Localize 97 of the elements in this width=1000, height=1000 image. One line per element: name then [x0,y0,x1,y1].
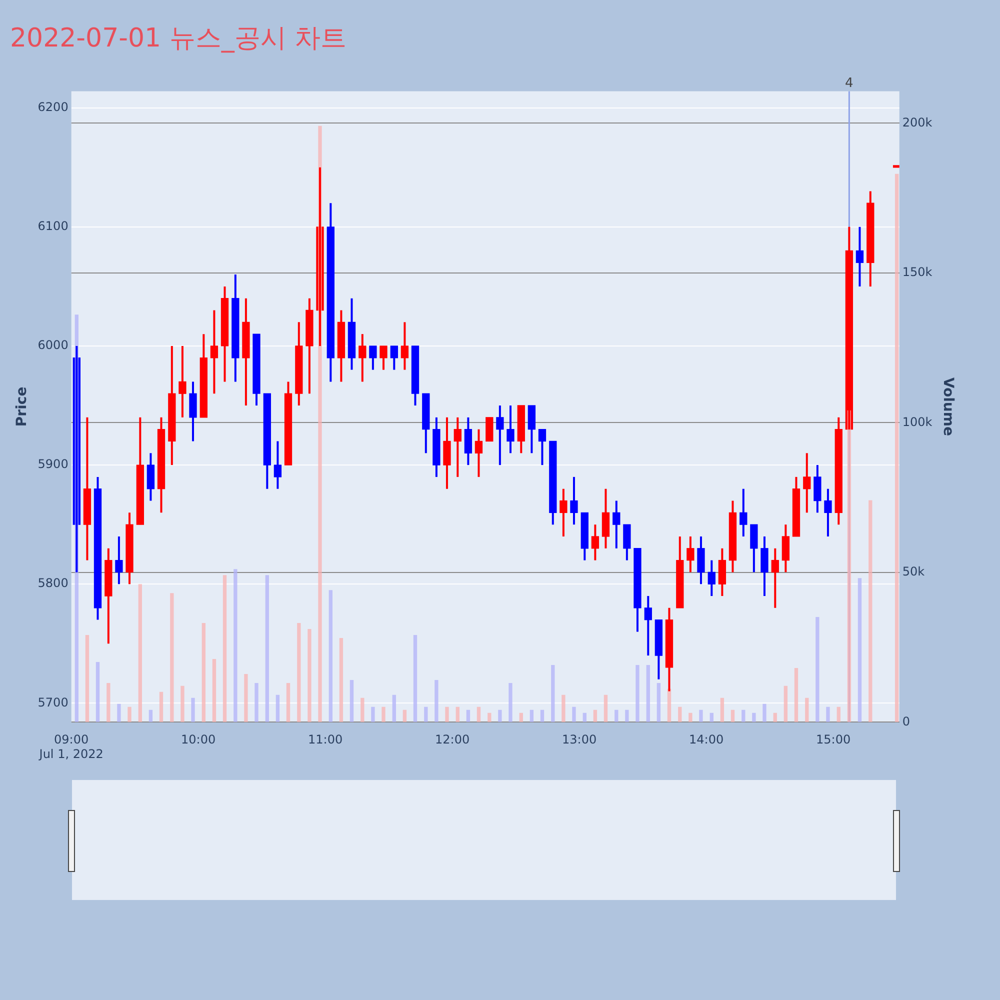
bar [805,698,809,722]
bar [286,682,290,722]
bar [392,694,396,722]
bar [688,712,692,722]
y-tick-label: 6100 [38,219,68,234]
bar [826,706,830,722]
bar [894,174,899,722]
x-tick-label: 12:00 [435,732,470,747]
bar [636,664,640,722]
bar [339,638,344,722]
bar [308,629,312,722]
bar [730,710,735,722]
bar [868,500,872,722]
bar [816,617,820,722]
bar [106,682,110,722]
x-tick-label: 09:00 Jul 1, 2022 [38,732,104,761]
bar [434,680,438,722]
bar [254,682,258,722]
bar [212,658,216,722]
bar [456,706,460,722]
bar [572,706,576,722]
bar [752,712,756,722]
bar [180,686,184,722]
bar [656,682,661,722]
bar [360,698,364,722]
bar [604,694,608,722]
bar [498,710,502,722]
bar [413,635,418,722]
candlestick [486,416,494,442]
bar [508,682,512,722]
chart-title: 2022-07-01 뉴스_공시 차트 [10,23,347,54]
bar [222,575,227,722]
y-tick-label: 5800 [38,576,68,590]
x-tick-label: 14:00 [689,732,724,747]
bar [678,706,682,722]
bar [191,698,195,722]
bar [742,710,746,722]
bar [530,710,534,722]
bar [128,706,132,722]
bar [488,712,492,722]
bar [476,706,481,722]
bar [614,710,618,722]
bar [138,584,142,722]
bar [371,706,375,722]
y-tick-label: 6000 [38,338,68,352]
y-tick-label: 6200 [38,100,68,114]
bar [276,694,280,722]
bar [297,623,301,722]
y2-tick-label: 100k [902,414,932,429]
bar [646,664,650,722]
bar [350,680,354,722]
bar [244,674,248,722]
bar [720,698,724,722]
bar [540,710,544,722]
x-tick-label: 11:00 [308,732,343,747]
bar [784,686,788,722]
bar [836,706,840,722]
bar [667,688,672,722]
bar [85,635,90,722]
bar [582,712,586,722]
bar [773,712,777,722]
bar [762,704,766,722]
y-tick-label: 5900 [38,457,68,472]
bar [117,704,121,722]
y2-axis-title: Volume [940,377,956,436]
bar [593,710,598,722]
bar [794,668,798,722]
y-tick-label: 5700 [38,695,68,710]
bar [466,710,470,722]
bar [445,706,449,722]
y2-tick-label: 50k [902,564,925,579]
bar [234,569,238,722]
bar [202,623,206,722]
bar [562,694,566,722]
bar [424,706,428,722]
y2-tick-label: 150k [902,265,932,280]
bar [96,662,100,722]
y2-tick-label: 0 [902,714,910,728]
bar [170,593,174,722]
bar [858,578,862,722]
text: 4 [845,76,854,92]
bar [519,712,523,722]
bar [265,575,269,722]
bar [159,692,164,722]
x-tick-label: 10:00 [181,732,216,747]
bar [148,710,153,722]
bar [710,712,714,722]
bar [551,664,555,722]
x-tick-label: 13:00 [562,732,597,747]
bar [382,706,386,722]
y2-tick-label: 200k [902,115,932,130]
x-tick-label: 15:00 [816,732,851,747]
bar [625,710,629,722]
bar [328,590,332,722]
bar [699,710,703,722]
y-axis-title: Price [14,386,30,427]
bar [402,710,407,722]
